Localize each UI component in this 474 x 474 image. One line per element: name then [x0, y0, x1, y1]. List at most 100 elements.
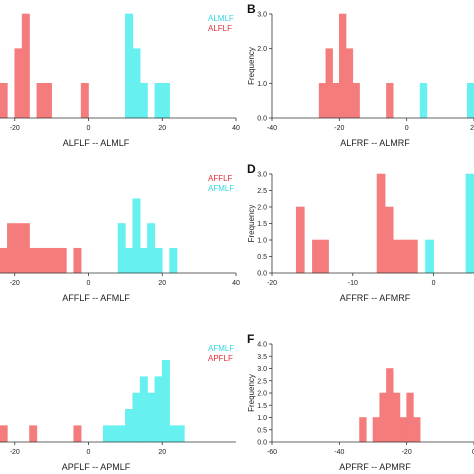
bar-afflf-7	[43, 247, 52, 274]
bar-afflf-8	[51, 247, 60, 274]
y-tick-label: 2.0	[257, 46, 267, 53]
y-tick-label: 2.0	[257, 391, 267, 398]
y-tick-label: 2.0	[257, 205, 267, 212]
y-axis-label: Frequency	[247, 205, 256, 243]
bar-red-2	[325, 48, 333, 119]
bar-afmlf-7	[147, 392, 156, 443]
bar-cyan-1	[419, 83, 428, 119]
y-tick-label: 0.0	[257, 271, 267, 278]
y-tick-label: 1.5	[257, 403, 267, 410]
x-tick-label: 20	[158, 280, 166, 287]
bar-afflf-2	[7, 223, 16, 274]
bar-red-2	[312, 239, 321, 274]
bar-alflf-5	[43, 83, 52, 119]
y-tick-label: 3.5	[257, 354, 267, 361]
legend-entry: APFLF	[208, 354, 233, 363]
bar-afmlf-8	[154, 376, 163, 443]
x-tick-label: 0	[472, 449, 474, 456]
bar-afflf-1	[0, 247, 8, 274]
y-tick-label: 0.5	[257, 254, 267, 261]
bar-red-2	[372, 417, 381, 443]
bar-apflf-3	[73, 425, 82, 443]
x-tick-label: 0	[87, 449, 91, 456]
y-tick-label: 0.0	[257, 440, 267, 447]
x-tick-label: -20	[10, 125, 20, 132]
x-tick-label: 20	[158, 125, 166, 132]
bar-afmlf-3	[132, 198, 141, 274]
x-axis-label: ALFLF -- ALMLF	[63, 138, 130, 148]
x-axis-label: AFFLF -- AFMLF	[62, 293, 130, 303]
bar-afmlf-1	[102, 425, 111, 443]
bar-apflf-1	[0, 425, 8, 443]
chart-panel-2: -40 -20 0 20 0.0 1.0 2.0 3.0 Frequency ALFRF -- A…	[247, 2, 474, 148]
bar-almlf-2	[132, 48, 141, 119]
bar-afmlf-6	[154, 247, 163, 274]
bar-afmlf-9	[161, 360, 170, 443]
bar-afmlf-3	[117, 425, 126, 443]
bar-red-7	[386, 83, 394, 119]
y-tick-label: 3.0	[257, 172, 267, 179]
bar-afflf-10	[73, 247, 82, 274]
bar-red-7	[406, 392, 414, 443]
y-tick-label: 1.0	[257, 81, 267, 88]
bar-red-3	[320, 239, 329, 274]
bar-red-5	[345, 48, 354, 119]
bar-cyan-2	[465, 173, 474, 274]
x-tick-label: 40	[232, 125, 240, 132]
bar-afmlf-4	[139, 247, 148, 274]
x-tick-label: 20	[158, 449, 166, 456]
x-tick-label: -60	[267, 449, 277, 456]
legend-entry: ALFLF	[208, 24, 232, 33]
x-tick-label: -20	[10, 280, 20, 287]
bar-red-6	[352, 83, 360, 119]
bar-red-6	[399, 417, 407, 443]
bar-red-3	[379, 392, 387, 443]
bar-almlf-4	[154, 83, 163, 119]
panel-label: D	[247, 162, 256, 176]
bar-almlf-3	[139, 83, 148, 119]
x-tick-label: 0	[87, 280, 91, 287]
bar-afmlf-2	[110, 425, 119, 443]
y-tick-label: 2.5	[257, 378, 267, 385]
bar-alflf-6	[80, 83, 89, 119]
legend-entry: AFFLF	[208, 174, 233, 183]
bar-red-4	[386, 368, 394, 443]
bar-alflf-3	[21, 13, 30, 119]
x-tick-label: -20	[267, 280, 277, 287]
bar-afflf-5	[29, 247, 38, 274]
bar-afmlf-4	[125, 409, 134, 443]
x-axis-label: AFFRF -- AFMRF	[340, 293, 411, 303]
y-tick-label: 2.5	[257, 188, 267, 195]
bar-afmlf-11	[176, 425, 185, 443]
x-tick-label: -20	[334, 125, 344, 132]
x-axis-label: APFRF -- APMRF	[339, 462, 411, 472]
x-tick-label: 20	[470, 125, 474, 132]
y-tick-label: 1.0	[257, 415, 267, 422]
x-tick-label: -20	[402, 449, 412, 456]
x-tick-label: -40	[334, 449, 344, 456]
bar-red-6	[392, 239, 402, 274]
bar-afflf-4	[21, 223, 30, 274]
bar-red-7	[400, 239, 410, 274]
y-tick-label: 3.0	[257, 366, 267, 373]
bar-afflf-3	[14, 223, 23, 274]
bar-afmlf-1	[117, 223, 126, 274]
y-tick-label: 0.0	[257, 116, 267, 123]
bar-almlf-1	[125, 13, 134, 119]
bar-red-1	[295, 206, 305, 274]
x-tick-label: 40	[232, 280, 240, 287]
x-tick-label: -10	[348, 280, 358, 287]
bar-red-4	[376, 173, 386, 274]
bar-afflf-6	[36, 247, 45, 274]
bar-alflf-2	[14, 48, 23, 119]
bar-red-8	[413, 417, 421, 443]
bar-afmlf-6	[139, 376, 148, 443]
bar-red-8	[409, 239, 418, 274]
x-tick-label: 0	[432, 280, 436, 287]
panel-label: F	[247, 332, 254, 346]
bar-afflf-9	[58, 247, 67, 274]
